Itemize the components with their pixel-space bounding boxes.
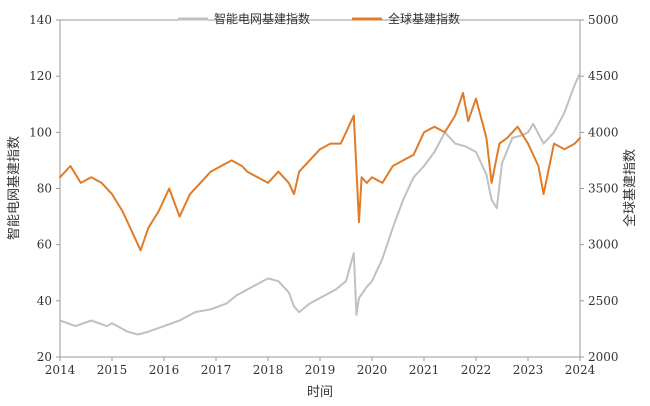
y-left-tick-label: 80 (37, 182, 52, 196)
y-left-tick-label: 40 (37, 294, 52, 308)
series-layer (59, 72, 581, 336)
y-right-tick-label: 3500 (588, 182, 619, 196)
y-right-tick-label: 2500 (588, 294, 619, 308)
plot-border (59, 19, 581, 358)
y-axis-right-ticks: 2000 2500 3000 3500 4000 4500 5000 (580, 13, 619, 364)
x-tick-label: 2022 (461, 363, 492, 377)
x-tick-label: 2015 (97, 363, 128, 377)
y-right-tick-label: 2000 (588, 350, 619, 364)
y-axis-left-ticks: 20 40 60 80 100 120 140 (29, 13, 60, 364)
y-left-tick-label: 140 (29, 13, 52, 27)
y-axis-left-title: 智能电网基建指数 (7, 136, 22, 240)
x-axis-ticks: 2014 2015 2016 2017 2018 2019 2020 2021 2022 2023… (45, 357, 596, 377)
x-tick-label: 2014 (45, 363, 76, 377)
x-tick-label: 2017 (201, 363, 232, 377)
x-tick-label: 2018 (253, 363, 284, 377)
y-right-tick-label: 3000 (588, 238, 619, 252)
x-tick-label: 2023 (513, 363, 544, 377)
y-right-tick-label: 5000 (588, 13, 619, 27)
x-tick-label: 2020 (357, 363, 388, 377)
x-axis-title: 时间 (307, 385, 333, 400)
y-axis-right-title: 全球基建指数 (622, 149, 638, 227)
y-right-tick-label: 4000 (588, 125, 619, 139)
series-line-smart-grid (59, 72, 581, 336)
legend: 智能电网基建指数 全球基建指数 (178, 11, 460, 26)
legend-label-smart-grid: 智能电网基建指数 (214, 11, 310, 26)
x-tick-label: 2024 (565, 363, 596, 377)
y-left-tick-label: 120 (29, 69, 52, 83)
plot-frame (59, 19, 581, 358)
series-line-global (59, 92, 581, 252)
y-right-tick-label: 4500 (588, 69, 619, 83)
x-tick-label: 2021 (409, 363, 440, 377)
x-tick-label: 2016 (149, 363, 180, 377)
legend-label-global: 全球基建指数 (388, 11, 460, 26)
y-left-tick-label: 20 (37, 350, 52, 364)
y-left-tick-label: 100 (29, 125, 52, 139)
x-tick-label: 2019 (305, 363, 336, 377)
y-left-tick-label: 60 (37, 238, 52, 252)
